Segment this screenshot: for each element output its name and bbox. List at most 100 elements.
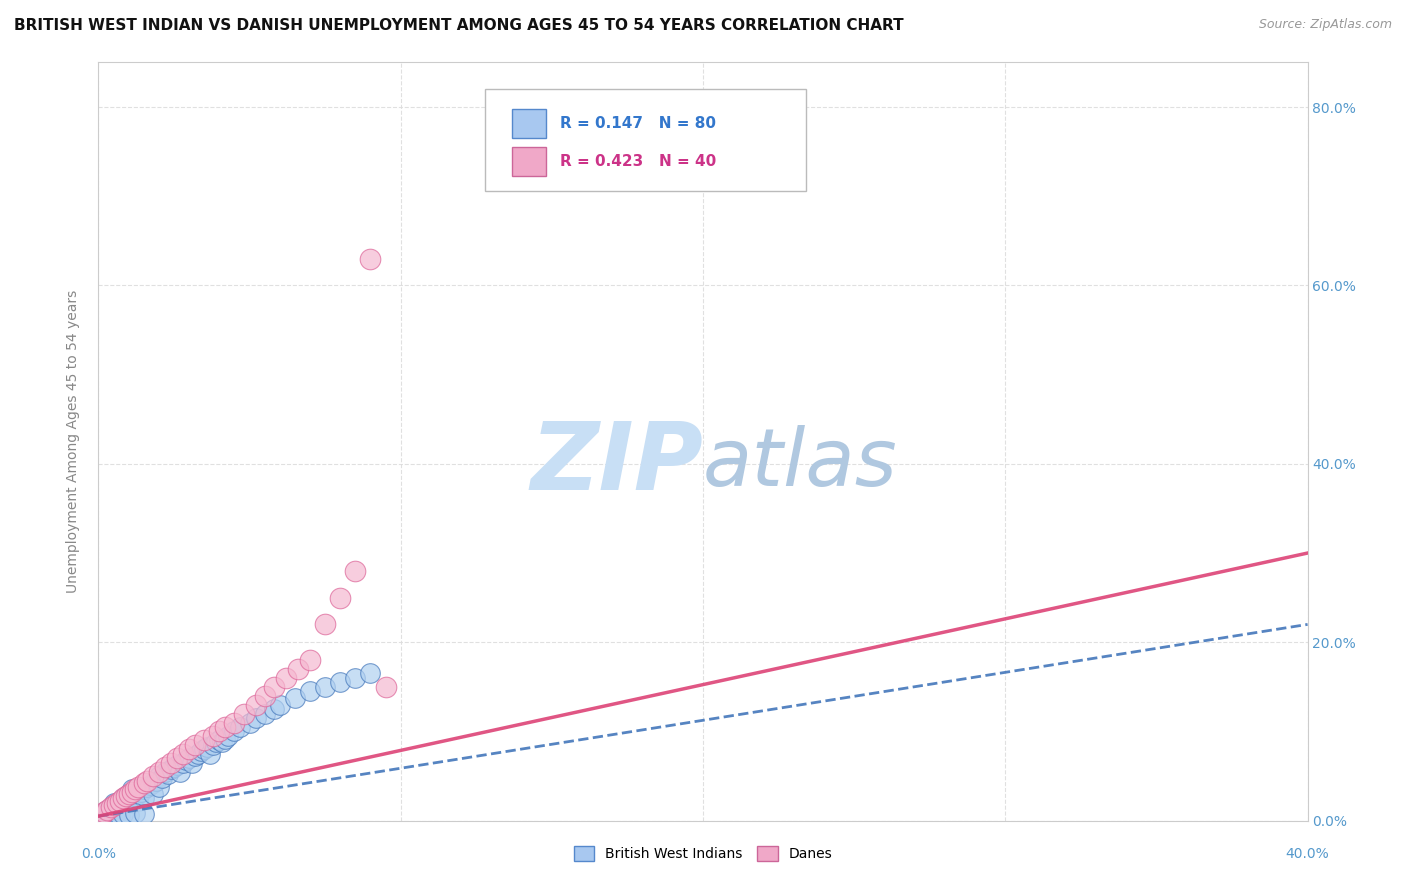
Point: [103, 810, 125, 824]
Point: [100, 805, 122, 820]
Y-axis label: Unemployment Among Ages 45 to 54 years: Unemployment Among Ages 45 to 54 years: [66, 290, 80, 593]
Point: [105, 797, 128, 812]
Text: BRITISH WEST INDIAN VS DANISH UNEMPLOYMENT AMONG AGES 45 TO 54 YEARS CORRELATION: BRITISH WEST INDIAN VS DANISH UNEMPLOYME…: [14, 18, 904, 33]
Legend: British West Indians, Danes: British West Indians, Danes: [568, 841, 838, 867]
Point: [253, 689, 276, 703]
Point: [127, 780, 149, 794]
Point: [217, 729, 239, 743]
Point: [118, 808, 141, 822]
Point: [93, 809, 115, 823]
Point: [96, 807, 118, 822]
Point: [105, 807, 128, 822]
Bar: [512, 110, 546, 138]
Point: [195, 740, 218, 755]
Point: [114, 789, 136, 803]
Point: [184, 749, 207, 764]
Point: [93, 805, 115, 819]
Point: [374, 680, 396, 694]
Point: [179, 742, 201, 756]
Point: [232, 706, 254, 721]
Point: [344, 671, 367, 685]
Point: [124, 789, 146, 803]
Point: [224, 724, 246, 739]
Point: [132, 776, 155, 790]
Point: [139, 778, 162, 792]
Point: [114, 796, 136, 810]
Point: [100, 800, 122, 814]
Point: [129, 785, 152, 799]
Point: [344, 564, 367, 578]
Point: [90, 809, 112, 823]
Text: atlas: atlas: [703, 425, 898, 503]
Point: [135, 773, 157, 788]
Point: [314, 617, 336, 632]
Point: [153, 764, 176, 779]
Point: [118, 787, 141, 801]
Point: [190, 744, 212, 758]
FancyBboxPatch shape: [485, 89, 806, 191]
Point: [172, 747, 194, 761]
Point: [172, 756, 194, 770]
Point: [118, 787, 141, 801]
Point: [132, 782, 155, 797]
Text: Source: ZipAtlas.com: Source: ZipAtlas.com: [1258, 18, 1392, 31]
Point: [205, 735, 228, 749]
Point: [287, 662, 309, 676]
Point: [224, 715, 246, 730]
Point: [121, 785, 143, 799]
Point: [181, 756, 204, 770]
Point: [193, 742, 215, 756]
Point: [105, 796, 128, 810]
Point: [111, 806, 134, 821]
Point: [160, 762, 183, 776]
Point: [145, 773, 167, 788]
Point: [148, 769, 170, 783]
Point: [127, 787, 149, 801]
Point: [124, 805, 146, 820]
Text: 40.0%: 40.0%: [1285, 847, 1330, 861]
Point: [103, 796, 125, 810]
Point: [329, 591, 352, 605]
Point: [184, 738, 207, 752]
Point: [263, 702, 285, 716]
Point: [132, 791, 155, 805]
Point: [124, 782, 146, 797]
Point: [163, 760, 186, 774]
Point: [111, 797, 134, 812]
Point: [174, 753, 197, 767]
Point: [111, 791, 134, 805]
Text: R = 0.147   N = 80: R = 0.147 N = 80: [561, 116, 716, 130]
Point: [108, 809, 131, 823]
Point: [96, 803, 118, 817]
Point: [202, 738, 225, 752]
Point: [239, 715, 262, 730]
Point: [153, 760, 176, 774]
Point: [187, 747, 209, 761]
Point: [121, 782, 143, 797]
Point: [100, 808, 122, 822]
Point: [360, 666, 382, 681]
Point: [105, 801, 128, 815]
Point: [108, 800, 131, 814]
Point: [142, 769, 165, 783]
Point: [93, 805, 115, 819]
Point: [211, 735, 233, 749]
Point: [179, 751, 201, 765]
Point: [263, 680, 285, 694]
Point: [269, 698, 291, 712]
Point: [299, 653, 322, 667]
Point: [166, 758, 188, 772]
Point: [360, 252, 382, 266]
Point: [329, 675, 352, 690]
Point: [103, 797, 125, 812]
Point: [253, 706, 276, 721]
Point: [103, 803, 125, 817]
Point: [193, 733, 215, 747]
Point: [96, 803, 118, 817]
Text: 0.0%: 0.0%: [82, 847, 115, 861]
Point: [166, 751, 188, 765]
Point: [214, 731, 236, 746]
Point: [274, 671, 297, 685]
Point: [100, 800, 122, 814]
Point: [142, 787, 165, 801]
